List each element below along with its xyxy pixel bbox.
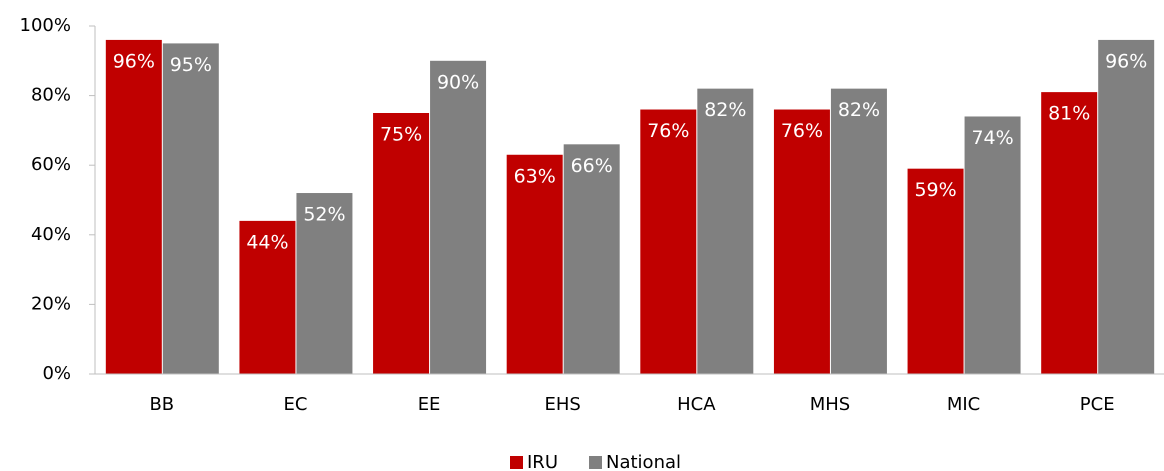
bar: [162, 43, 219, 375]
value-label: 66%: [571, 155, 613, 177]
value-label: 44%: [246, 231, 288, 253]
bar: [697, 88, 754, 374]
value-label: 82%: [838, 99, 880, 121]
y-tick-label: 40%: [31, 224, 71, 245]
x-tick-label: PCE: [1080, 394, 1115, 415]
bar: [563, 144, 620, 374]
bar: [830, 88, 887, 374]
value-label: 59%: [914, 179, 956, 201]
x-tick-label: MIC: [947, 394, 980, 415]
value-label: 75%: [380, 124, 422, 146]
legend-label: IRU: [527, 452, 558, 471]
bar: [239, 220, 296, 374]
value-label: 52%: [303, 204, 345, 226]
bar: [430, 60, 487, 375]
x-tick-label: BB: [149, 394, 174, 415]
bar: [105, 39, 162, 375]
bar: [907, 168, 964, 374]
value-label: 81%: [1048, 103, 1090, 125]
value-label: 96%: [1105, 50, 1147, 72]
value-label: 96%: [113, 50, 155, 72]
value-label: 74%: [971, 127, 1013, 149]
bar: [1041, 92, 1098, 375]
value-label: 76%: [647, 120, 689, 142]
legend-label: National: [606, 452, 681, 471]
x-tick-label: EE: [418, 394, 441, 415]
x-tick-label: HCA: [677, 394, 716, 415]
x-tick-label: EHS: [545, 394, 581, 415]
y-tick-label: 60%: [31, 154, 71, 175]
y-tick-label: 100%: [20, 15, 71, 36]
value-label: 95%: [170, 54, 212, 76]
bar: [773, 109, 830, 375]
y-tick-label: 20%: [31, 293, 71, 314]
legend-swatch: [589, 456, 602, 469]
value-label: 90%: [437, 71, 479, 93]
bar: [296, 193, 353, 374]
x-tick-label: EC: [283, 394, 307, 415]
bar: [640, 109, 697, 375]
x-tick-label: MHS: [810, 394, 851, 415]
bar: [373, 113, 430, 374]
value-label: 82%: [704, 99, 746, 121]
bar: [964, 116, 1021, 374]
bar: [1098, 39, 1155, 375]
value-label: 63%: [514, 165, 556, 187]
bar: [506, 154, 563, 374]
y-tick-label: 80%: [31, 85, 71, 106]
value-label: 76%: [781, 120, 823, 142]
y-tick-label: 0%: [42, 363, 71, 384]
legend-swatch: [510, 456, 523, 469]
